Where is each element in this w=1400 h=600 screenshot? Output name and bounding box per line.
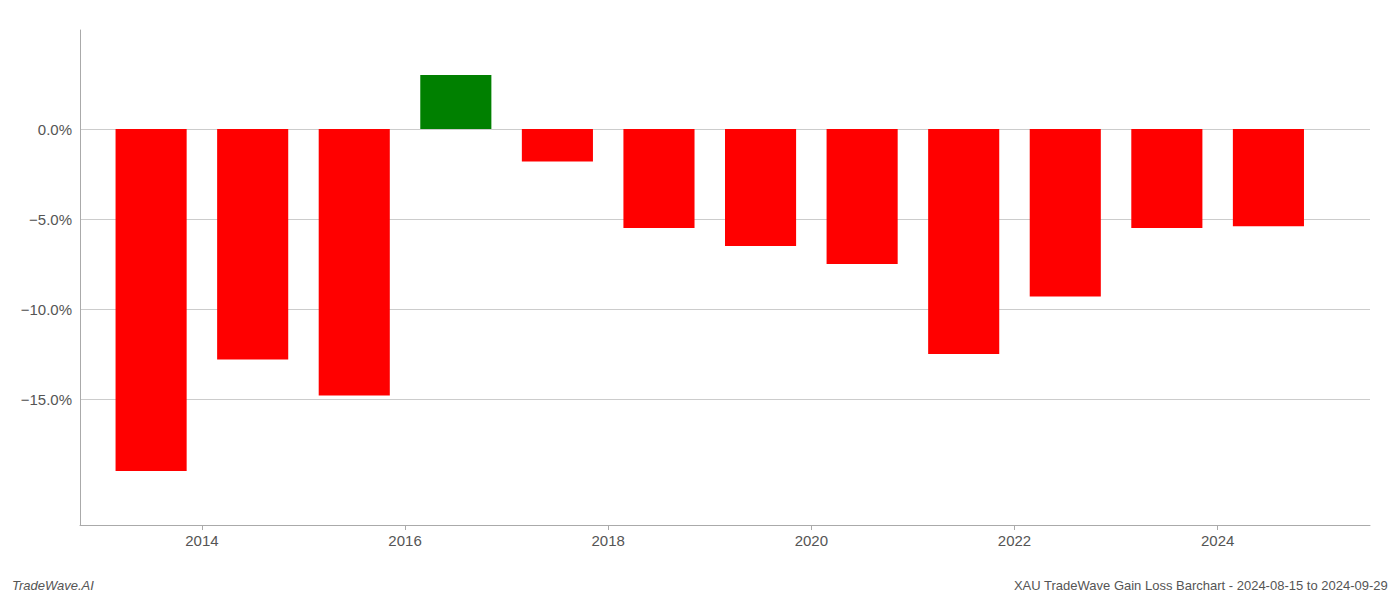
svg-text:TradeWave.AI: TradeWave.AI [12, 578, 94, 593]
svg-text:2020: 2020 [795, 532, 828, 549]
svg-text:0.0%: 0.0% [38, 121, 72, 138]
svg-text:2018: 2018 [592, 532, 625, 549]
svg-text:2016: 2016 [388, 532, 421, 549]
svg-text:2024: 2024 [1201, 532, 1234, 549]
svg-text:2022: 2022 [998, 532, 1031, 549]
svg-text:−5.0%: −5.0% [29, 211, 72, 228]
svg-text:XAU TradeWave Gain Loss Barcha: XAU TradeWave Gain Loss Barchart - 2024-… [1014, 578, 1388, 593]
svg-text:−10.0%: −10.0% [21, 301, 72, 318]
svg-text:2014: 2014 [185, 532, 218, 549]
svg-text:−15.0%: −15.0% [21, 391, 72, 408]
